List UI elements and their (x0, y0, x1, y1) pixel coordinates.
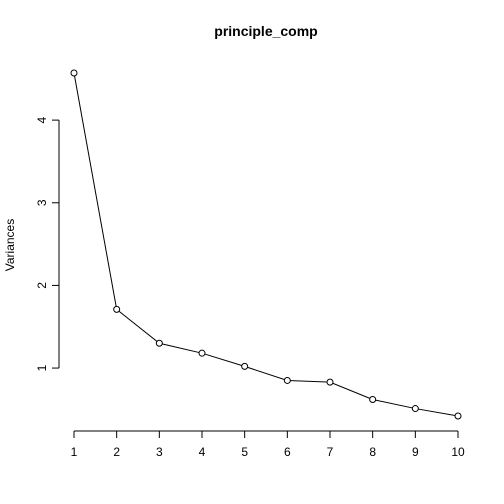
data-point-1 (70, 69, 78, 77)
x-tick-label-9: 9 (412, 445, 419, 459)
data-point-8 (369, 395, 377, 403)
data-point-9 (411, 405, 419, 413)
x-tick-label-1: 1 (71, 445, 78, 459)
x-axis: 1 2 3 4 5 6 7 8 9 10 (71, 430, 465, 459)
y-tick-label-4: 4 (35, 116, 49, 123)
y-tick-label-2: 2 (35, 282, 49, 289)
data-point-6 (283, 376, 291, 384)
data-point-3 (155, 339, 163, 347)
series-variances (70, 69, 462, 420)
data-point-7 (326, 378, 334, 386)
y-tick-label-1: 1 (35, 364, 49, 371)
chart-title: principle_comp (214, 23, 317, 39)
y-axis-label: Variances (3, 219, 17, 271)
y-axis: 1 2 3 4 (35, 116, 60, 371)
series-line (73, 72, 459, 417)
x-tick-label-10: 10 (451, 445, 465, 459)
data-point-10 (454, 412, 462, 420)
x-tick-label-7: 7 (327, 445, 334, 459)
x-tick-label-3: 3 (156, 445, 163, 459)
x-tick-label-5: 5 (241, 445, 248, 459)
y-tick-label-3: 3 (35, 199, 49, 206)
x-tick-label-6: 6 (284, 445, 291, 459)
x-tick-label-4: 4 (199, 445, 206, 459)
data-point-2 (113, 305, 121, 313)
x-tick-label-8: 8 (369, 445, 376, 459)
data-point-4 (198, 349, 206, 357)
x-tick-label-2: 2 (113, 445, 120, 459)
data-point-5 (241, 362, 249, 370)
